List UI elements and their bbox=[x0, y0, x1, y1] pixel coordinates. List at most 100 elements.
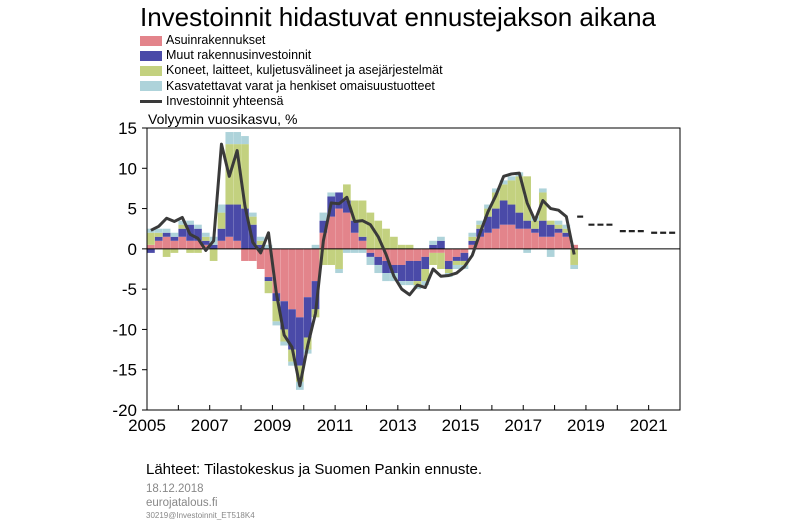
bar-asuinrakennukset-2015Q4 bbox=[484, 232, 492, 249]
bar-asuinrakennukset-2008Q4 bbox=[264, 248, 273, 278]
bar-kasvatettavat-varat-2011Q4 bbox=[358, 248, 367, 253]
bar-asuinrakennukset-2008Q1 bbox=[241, 248, 249, 261]
y-tick-label: -15 bbox=[112, 361, 137, 380]
bar-kasvatettavat-varat-2014Q1 bbox=[429, 240, 437, 245]
bar-kasvatettavat-varat-2011Q3 bbox=[350, 248, 359, 253]
legend-item-kasvatettavat-varat: Kasvatettavat varat ja henkiset omaisuus… bbox=[140, 79, 443, 94]
bar-muut-rakennusinvestoinnit-2016Q4 bbox=[515, 212, 524, 229]
bar-muut-rakennusinvestoinnit-2009Q2 bbox=[280, 301, 289, 330]
bar-koneet-laitteet-2006Q4 bbox=[201, 236, 210, 241]
bar-asuinrakennukset-2015Q2 bbox=[468, 244, 477, 249]
x-tick-label: 2013 bbox=[379, 416, 417, 435]
chart-area: Volyymin vuosikasvu, % 15 10 5 0 -5 -10 -15 -20… bbox=[112, 111, 681, 435]
bar-asuinrakennukset-2005Q2 bbox=[154, 240, 163, 249]
bar-koneet-laitteet-2016Q1 bbox=[491, 192, 500, 209]
bar-kasvatettavat-varat-2014Q2 bbox=[437, 236, 445, 241]
bar-kasvatettavat-varat-2008Q1 bbox=[241, 136, 249, 145]
bar-asuinrakennukset-2005Q1 bbox=[147, 244, 155, 249]
legend-swatch-asuinrakennukset bbox=[140, 35, 162, 46]
bar-muut-rakennusinvestoinnit-2012Q3 bbox=[382, 260, 390, 274]
total-line bbox=[150, 142, 576, 388]
bar-asuinrakennukset-2013Q3 bbox=[413, 248, 422, 261]
bar-asuinrakennukset-2005Q3 bbox=[162, 236, 171, 249]
bar-koneet-laitteet-2013Q2 bbox=[405, 244, 414, 249]
legend-label: Kasvatettavat varat ja henkiset omaisuus… bbox=[166, 78, 435, 93]
bar-koneet-laitteet-2006Q1 bbox=[178, 224, 187, 229]
bar-asuinrakennukset-2016Q4 bbox=[515, 228, 524, 249]
bar-kasvatettavat-varat-2006Q1 bbox=[178, 220, 187, 225]
bar-muut-rakennusinvestoinnit-2016Q3 bbox=[507, 204, 516, 225]
bar-asuinrakennukset-2016Q1 bbox=[491, 228, 500, 249]
bar-muut-rakennusinvestoinnit-2007Q1 bbox=[209, 244, 218, 249]
bar-koneet-laitteet-2013Q3 bbox=[413, 281, 422, 286]
x-tick-label: 2011 bbox=[317, 416, 354, 435]
bar-kasvatettavat-varat-2008Q4 bbox=[264, 244, 273, 249]
bar-koneet-laitteet-2016Q4 bbox=[515, 176, 524, 213]
bar-koneet-laitteet-2009Q1 bbox=[272, 301, 281, 322]
bar-muut-rakennusinvestoinnit-2007Q2 bbox=[217, 228, 226, 241]
bar-muut-rakennusinvestoinnit-2009Q4 bbox=[296, 317, 304, 366]
bar-koneet-laitteet-2018Q2 bbox=[562, 228, 571, 233]
y-tick-label: -5 bbox=[122, 280, 137, 299]
bar-asuinrakennukset-2015Q3 bbox=[476, 236, 484, 249]
bar-kasvatettavat-varat-2016Q3 bbox=[507, 176, 516, 181]
bar-kasvatettavat-varat-2010Q3 bbox=[319, 212, 328, 221]
bar-asuinrakennukset-2011Q3 bbox=[350, 232, 359, 249]
bar-asuinrakennukset-2009Q3 bbox=[288, 248, 296, 310]
bar-muut-rakennusinvestoinnit-2005Q1 bbox=[147, 248, 155, 253]
bar-koneet-laitteet-2011Q1 bbox=[335, 248, 343, 269]
bar-kasvatettavat-varat-2017Q3 bbox=[538, 188, 547, 193]
bar-koneet-laitteet-2013Q4 bbox=[421, 269, 430, 282]
bar-koneet-laitteet-2012Q3 bbox=[382, 228, 390, 249]
bar-kasvatettavat-varat-2015Q3 bbox=[476, 220, 484, 225]
y-tick-label: 5 bbox=[128, 200, 137, 219]
bar-asuinrakennukset-2009Q1 bbox=[272, 248, 281, 294]
bar-koneet-laitteet-2007Q4 bbox=[233, 144, 241, 205]
bar-asuinrakennukset-2015Q1 bbox=[460, 248, 469, 253]
bar-koneet-laitteet-2005Q2 bbox=[154, 232, 163, 237]
bar-muut-rakennusinvestoinnit-2014Q1 bbox=[429, 244, 437, 249]
legend-item-investoinnit-yhteensa: Investoinnit yhteensä bbox=[140, 94, 443, 109]
bar-muut-rakennusinvestoinnit-2005Q3 bbox=[162, 232, 171, 237]
bar-kasvatettavat-varat-2007Q3 bbox=[225, 132, 234, 145]
bar-muut-rakennusinvestoinnit-2014Q4 bbox=[452, 256, 461, 261]
forecast-group bbox=[577, 215, 678, 234]
bar-asuinrakennukset-2006Q4 bbox=[201, 244, 210, 249]
legend-item-asuinrakennukset: Asuinrakennukset bbox=[140, 33, 443, 48]
x-axis: 2005 2007 2009 2011 2013 2015 2017 2019 2021 bbox=[128, 405, 681, 435]
plot-frame bbox=[146, 127, 681, 411]
bar-koneet-laitteet-2017Q2 bbox=[531, 220, 539, 229]
bar-koneet-laitteet-2015Q3 bbox=[476, 224, 484, 229]
bar-koneet-laitteet-2011Q2 bbox=[343, 184, 351, 201]
bar-koneet-laitteet-2007Q2 bbox=[217, 212, 226, 229]
x-tick-label: 2019 bbox=[567, 416, 605, 435]
bar-muut-rakennusinvestoinnit-2008Q3 bbox=[256, 244, 265, 249]
bar-muut-rakennusinvestoinnit-2017Q4 bbox=[546, 224, 555, 237]
bar-asuinrakennukset-2011Q2 bbox=[343, 212, 351, 249]
bar-koneet-laitteet-2016Q3 bbox=[507, 180, 516, 205]
bar-muut-rakennusinvestoinnit-2012Q4 bbox=[390, 264, 398, 274]
bar-muut-rakennusinvestoinnit-2017Q3 bbox=[538, 220, 547, 237]
bar-asuinrakennukset-2014Q1 bbox=[429, 248, 437, 253]
legend: Asuinrakennukset Muut rakennusinvestoinn… bbox=[140, 33, 443, 109]
bar-koneet-laitteet-2007Q1 bbox=[209, 248, 218, 261]
bar-kasvatettavat-varat-2018Q1 bbox=[554, 220, 563, 225]
bar-koneet-laitteet-2009Q4 bbox=[296, 365, 304, 382]
bar-kasvatettavat-varat-2006Q2 bbox=[186, 220, 194, 225]
bar-koneet-laitteet-2015Q2 bbox=[468, 236, 477, 241]
x-tick-label: 2005 bbox=[128, 416, 166, 435]
legend-swatch-investoinnit-yhteensa bbox=[140, 99, 162, 103]
bar-koneet-laitteet-2017Q4 bbox=[546, 220, 555, 225]
bar-koneet-laitteet-2016Q2 bbox=[499, 184, 508, 201]
bar-koneet-laitteet-2012Q4 bbox=[390, 236, 398, 249]
bar-kasvatettavat-varat-2008Q3 bbox=[256, 236, 265, 241]
bar-kasvatettavat-varat-2011Q2 bbox=[343, 248, 351, 253]
bar-kasvatettavat-varat-2006Q3 bbox=[194, 224, 202, 229]
legend-label: Muut rakennusinvestoinnit bbox=[166, 48, 312, 63]
bar-kasvatettavat-varat-2008Q2 bbox=[248, 212, 257, 217]
bar-asuinrakennukset-2013Q4 bbox=[421, 248, 430, 257]
bar-muut-rakennusinvestoinnit-2005Q4 bbox=[170, 236, 179, 241]
bar-asuinrakennukset-2014Q3 bbox=[444, 248, 453, 261]
bar-asuinrakennukset-2008Q3 bbox=[256, 248, 265, 269]
bar-muut-rakennusinvestoinnit-2015Q1 bbox=[460, 252, 469, 261]
